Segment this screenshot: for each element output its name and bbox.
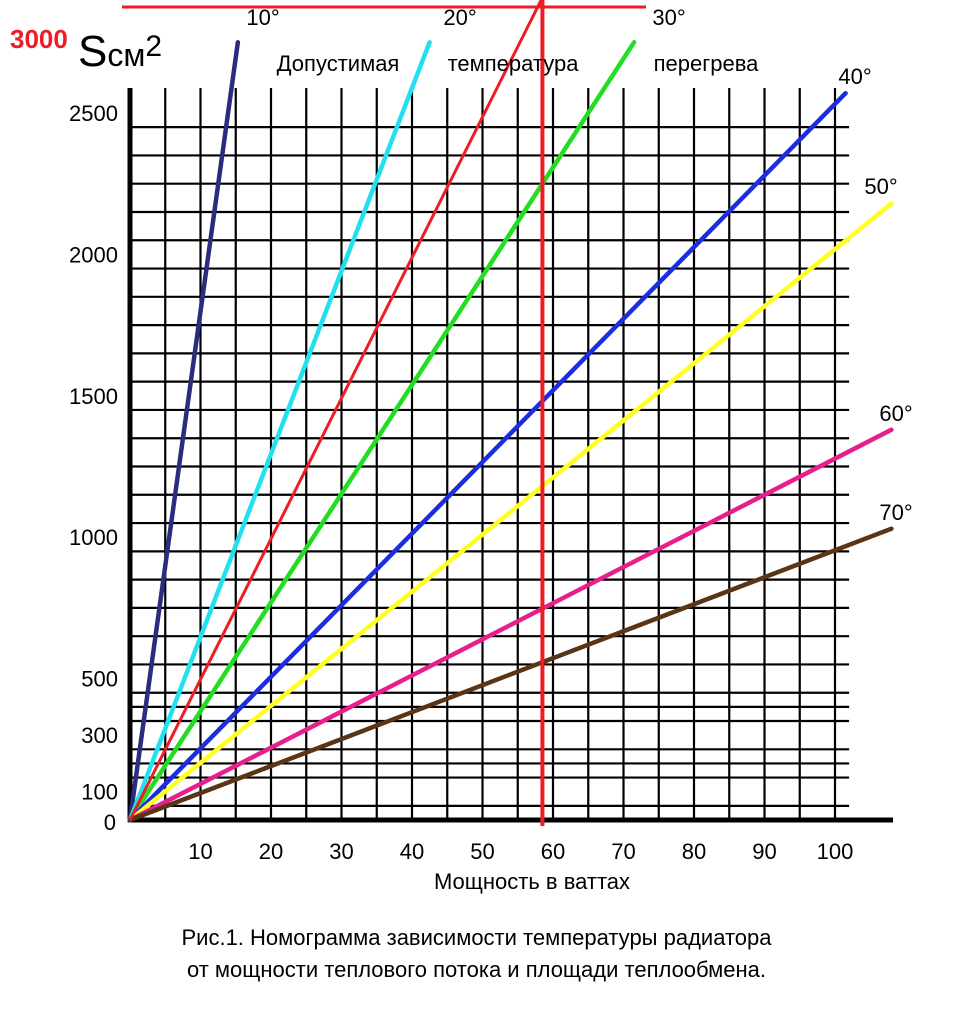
- x-tick-label: 60: [541, 839, 565, 864]
- y-axis-label: Sсм2: [78, 27, 162, 76]
- series-line: [127, 201, 894, 823]
- y-tick-label: 300: [81, 723, 118, 748]
- y-tick-label: 100: [81, 780, 118, 805]
- series-label: 40°: [838, 64, 871, 89]
- caption-line-1: Рис.1. Номограмма зависимости температур…: [181, 925, 772, 950]
- series-lines: [127, 40, 894, 823]
- x-tick-label: 40: [400, 839, 424, 864]
- x-tick-label: 20: [259, 839, 283, 864]
- y-tick-label: 1500: [69, 384, 118, 409]
- nomogram-chart: 0 100 300 500 1000 1500 2000 2500 10 20 30 40 50 60 70…: [10, 0, 913, 894]
- y-tick-label: 2500: [69, 101, 118, 126]
- series-line: [127, 40, 241, 823]
- series-label: 50°: [864, 174, 897, 199]
- grid: [130, 88, 850, 820]
- y-tick-label: 500: [81, 667, 118, 692]
- x-tick-label: 70: [611, 839, 635, 864]
- title-word: температура: [448, 51, 580, 76]
- series-label: 10°: [246, 5, 279, 30]
- series-line: [127, 90, 848, 823]
- y-tick-label: 2000: [69, 242, 118, 267]
- x-axis-label: Мощность в ваттах: [434, 869, 630, 894]
- title-word: перегрева: [654, 51, 760, 76]
- series-label: 30°: [652, 5, 685, 30]
- red-value-label: 3000: [10, 24, 68, 54]
- x-tick-label: 50: [470, 839, 494, 864]
- y-tick-label: 1000: [69, 525, 118, 550]
- x-tick-label: 30: [329, 839, 353, 864]
- series-label: 20°: [443, 5, 476, 30]
- red-slope-line: [128, 0, 543, 821]
- x-tick-label: 100: [817, 839, 854, 864]
- series-label: 70°: [879, 500, 912, 525]
- x-tick-label: 10: [188, 839, 212, 864]
- chart-texts: 0 100 300 500 1000 1500 2000 2500 10 20 30 40 50 60 70…: [10, 5, 913, 894]
- series-line: [127, 427, 894, 823]
- title-word: Допустимая: [277, 51, 400, 76]
- series-label: 60°: [879, 401, 912, 426]
- x-tick-label: 80: [682, 839, 706, 864]
- red-annotation: [122, 0, 646, 826]
- series-line: [127, 40, 637, 823]
- axes: [127, 88, 893, 823]
- y-tick-label: 0: [104, 810, 116, 835]
- series-line: [127, 526, 894, 823]
- series-line: [127, 40, 432, 823]
- x-tick-label: 90: [752, 839, 776, 864]
- caption-line-2: от мощности теплового потока и площади т…: [186, 957, 767, 982]
